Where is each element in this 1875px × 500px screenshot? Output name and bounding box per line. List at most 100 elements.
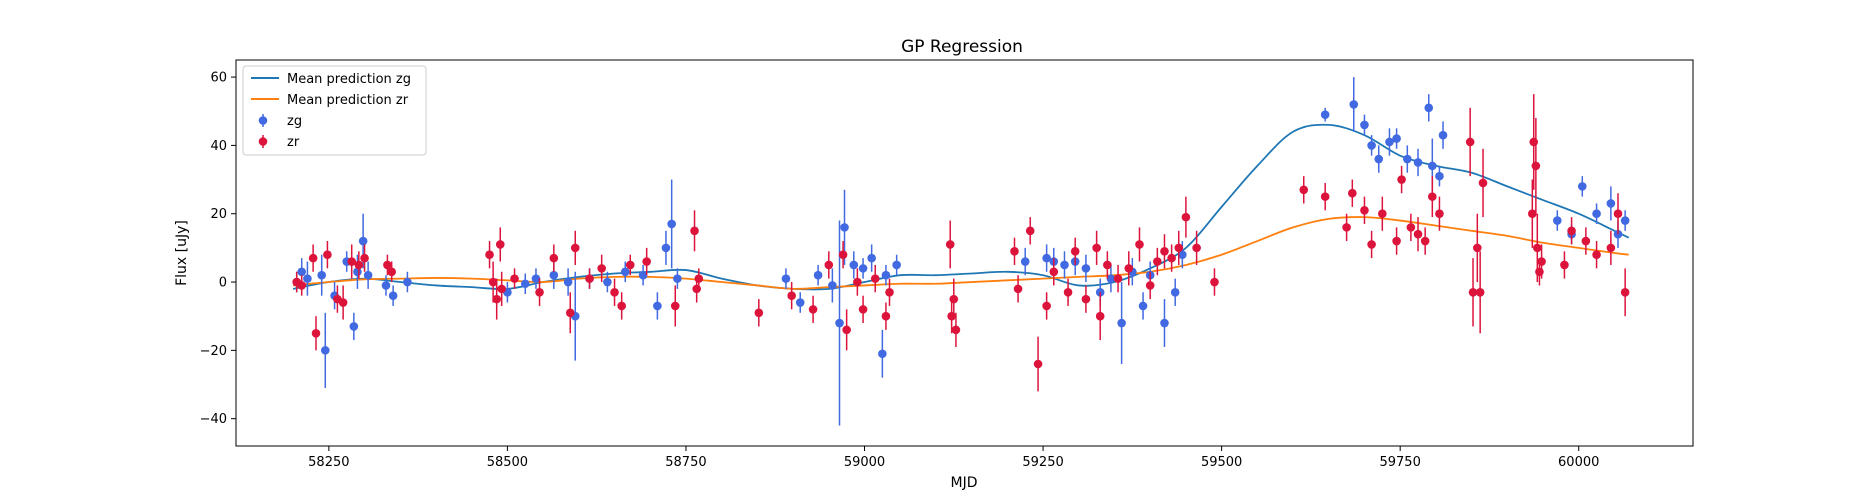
- mean-prediction-line-zg: [292, 123, 1630, 291]
- data-point-zr: [853, 268, 862, 296]
- data-point-zr: [945, 220, 955, 269]
- data-point-zg: [531, 268, 541, 289]
- data-point-zg: [620, 261, 630, 283]
- data-point-zr: [1145, 271, 1155, 300]
- data-point-zr: [323, 241, 332, 269]
- data-point-zr: [1160, 234, 1169, 269]
- data-point-zr: [949, 278, 959, 320]
- plot-area: 58250 58500 58750 59000 59250 59500 59750 60000…: [200, 59, 1694, 470]
- x-axis-label: MJD: [951, 475, 978, 491]
- data-point-zg: [813, 264, 823, 286]
- data-point-zg: [795, 292, 805, 313]
- data-point-zg: [878, 329, 887, 378]
- data-point-zr: [1025, 217, 1035, 245]
- x-tick-label: 58500: [487, 455, 528, 470]
- data-point-zr: [354, 251, 364, 279]
- legend-label-mean-zg: Mean prediction zg: [287, 72, 411, 87]
- data-point-zg: [1403, 145, 1412, 173]
- data-point-zr: [1153, 247, 1162, 276]
- data-point-zr: [1367, 230, 1376, 259]
- x-tick-label: 59750: [1379, 455, 1420, 470]
- data-point-zr: [1092, 230, 1101, 265]
- series-zr: [292, 94, 1630, 392]
- data-point-zr: [858, 295, 868, 324]
- data-point-zr: [1420, 227, 1430, 255]
- data-point-zr: [885, 278, 894, 306]
- data-point-zr: [1581, 227, 1591, 255]
- data-point-zr: [1465, 107, 1475, 177]
- data-point-zg: [1374, 145, 1384, 173]
- data-point-zr: [1435, 196, 1444, 231]
- data-point-zr: [1413, 217, 1423, 252]
- data-point-zr: [1392, 227, 1401, 255]
- data-point-zg: [1349, 77, 1359, 132]
- data-point-zg: [520, 273, 530, 294]
- data-point-zg: [1552, 210, 1562, 231]
- data-point-zr: [610, 278, 619, 306]
- data-point-zr: [1592, 241, 1601, 269]
- data-point-zr: [842, 309, 851, 351]
- data-point-zr: [1378, 196, 1387, 231]
- y-tick-label: −20: [200, 344, 227, 359]
- data-point-zr: [1428, 176, 1437, 218]
- data-point-zg: [781, 268, 791, 289]
- series-zg: [292, 77, 1630, 426]
- data-point-zg: [673, 268, 682, 289]
- data-point-zr: [1537, 244, 1546, 279]
- data-point-zr: [1348, 179, 1357, 207]
- data-point-zr: [824, 251, 834, 279]
- data-point-zr: [1124, 251, 1134, 286]
- data-point-zr: [1342, 213, 1351, 242]
- data-point-zr: [1210, 268, 1219, 296]
- data-point-zr: [1042, 292, 1051, 320]
- data-point-zg: [381, 275, 391, 296]
- data-point-zg: [1081, 254, 1091, 283]
- data-point-zg: [403, 271, 412, 293]
- data-point-zr: [670, 285, 680, 327]
- data-point-zg: [1320, 107, 1330, 122]
- data-point-zr: [485, 241, 494, 269]
- data-point-zr: [1081, 285, 1091, 313]
- data-point-zr: [1320, 182, 1330, 211]
- y-tick-label: −40: [200, 412, 227, 427]
- data-point-zg: [1592, 203, 1601, 224]
- y-tick-label: 0: [219, 276, 227, 291]
- legend-label-mean-zr: Mean prediction zr: [287, 93, 409, 108]
- chart-title: GP Regression: [901, 37, 1023, 57]
- x-axis-ticks: 58250 58500 58750 59000 59250 59500 59750 60000: [308, 446, 1599, 470]
- data-points: [292, 77, 1630, 426]
- data-point-zg: [1577, 176, 1587, 197]
- data-point-zr: [1397, 165, 1406, 194]
- legend-swatch-point-zg: [258, 114, 268, 127]
- legend: Mean prediction zg Mean prediction zr zg…: [242, 65, 427, 156]
- data-point-zg: [858, 258, 868, 279]
- data-point-zg: [881, 264, 891, 286]
- data-point-zg: [349, 312, 359, 341]
- data-point-zg: [892, 254, 901, 276]
- data-point-zr: [1468, 258, 1478, 327]
- data-point-zg: [1392, 128, 1401, 149]
- data-point-zr: [1010, 237, 1019, 265]
- x-tick-label: 58250: [308, 455, 349, 470]
- data-point-zg: [1160, 299, 1169, 347]
- data-point-zg: [317, 254, 327, 296]
- data-point-zr: [1192, 230, 1201, 265]
- data-point-zr: [597, 254, 606, 283]
- data-point-zg: [603, 271, 612, 293]
- data-point-zr: [1013, 275, 1023, 303]
- data-point-zg: [661, 230, 671, 265]
- data-point-zg: [1106, 264, 1116, 293]
- data-point-zg: [828, 268, 837, 303]
- data-point-zg: [303, 261, 312, 296]
- data-point-zr: [787, 282, 796, 310]
- legend-label-zr: zr: [287, 135, 300, 150]
- data-point-zg: [638, 264, 648, 286]
- data-point-zr: [387, 261, 396, 283]
- data-point-zr: [308, 244, 318, 272]
- data-point-zr: [347, 244, 357, 279]
- data-point-zr: [311, 316, 321, 351]
- data-point-zg: [1424, 94, 1434, 122]
- x-tick-label: 59250: [1022, 455, 1063, 470]
- data-point-zr: [549, 244, 559, 272]
